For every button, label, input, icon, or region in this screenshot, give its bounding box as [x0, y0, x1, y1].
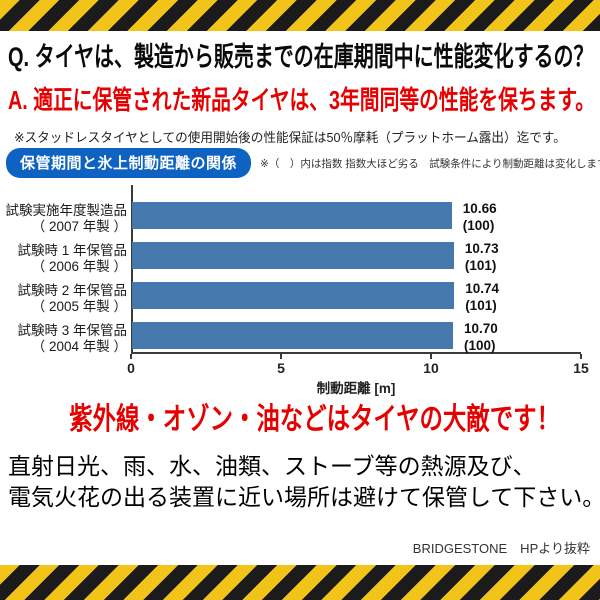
bar-value-label: 10.70 (100) — [464, 321, 498, 353]
storage-instructions-line1: 直射日光、雨、水、油類、ストーブ等の熱源及び、 — [8, 453, 536, 479]
chart-title-badge: 保管期間と氷上制動距離の関係 — [6, 148, 252, 178]
x-tick — [130, 354, 132, 359]
storage-instructions-line2: 電気火花の出る装置に近い場所は避けて保管して下さい。 — [8, 484, 600, 510]
bar-category-label: 試験実施年度製造品（ 2007 年製 ） — [5, 203, 128, 234]
bar-category-label: 試験時 1 年保管品（ 2006 年製 ） — [17, 243, 127, 274]
x-tick-label: 0 — [127, 360, 135, 376]
x-tick-label: 15 — [573, 360, 589, 376]
x-tick-label: 10 — [423, 360, 439, 376]
hazard-stripe-bottom — [0, 565, 600, 600]
answer-text: A. 適正に保管された新品タイヤは、3年間同等の性能を保ちます。 — [8, 85, 595, 115]
chart-header-row: 保管期間と氷上制動距離の関係 ※（ ）内は指数 指数大ほど劣る 試験条件により制… — [6, 148, 600, 178]
data-bar — [132, 282, 455, 309]
data-bar — [132, 322, 453, 349]
source-credit: BRIDGESTONE HPより抜粋 — [412, 541, 590, 556]
warning-headline-row: 紫外線・オゾン・油などはタイヤの大敵です！ — [0, 401, 600, 439]
bar-category-label: 試験時 3 年保管品（ 2004 年製 ） — [17, 323, 127, 354]
x-axis-title: 制動距離 [m] — [316, 381, 396, 396]
data-bar — [132, 202, 452, 229]
warning-headline: 紫外線・オゾン・油などはタイヤの大敵です！ — [69, 403, 560, 436]
x-tick — [430, 354, 432, 359]
x-axis-line — [131, 352, 581, 354]
bar-chart: 制動距離 [m] 試験実施年度製造品（ 2007 年製 ） 10.66 (100) 試… — [0, 185, 600, 400]
bar-category-label: 試験時 2 年保管品（ 2005 年製 ） — [17, 283, 127, 314]
data-bar — [132, 242, 454, 269]
question-text: Q. タイヤは、製造から販売までの在庫期間中に性能変化するの？ — [8, 42, 594, 72]
y-axis-line — [131, 185, 133, 354]
bar-value-label: 10.73 (101) — [464, 241, 499, 273]
bar-value-label: 10.74 (101) — [465, 281, 499, 313]
x-tick — [280, 354, 282, 359]
hazard-stripe-top — [0, 0, 600, 31]
storage-instructions: 直射日光、雨、水、油類、ストーブ等の熱源及び、 電気火花の出る装置に近い場所は避… — [8, 451, 600, 513]
x-tick — [580, 354, 582, 359]
chart-condition-note: ※（ ）内は指数 指数大ほど劣る 試験条件により制動距離は変化します。 — [260, 157, 600, 170]
x-tick-label: 5 — [277, 360, 285, 376]
warranty-note: ※スタッドレスタイヤとしての使用開始後の性能保証は50％摩耗（プラットホーム露出… — [14, 130, 566, 145]
bar-value-label: 10.66 (100) — [462, 201, 497, 233]
